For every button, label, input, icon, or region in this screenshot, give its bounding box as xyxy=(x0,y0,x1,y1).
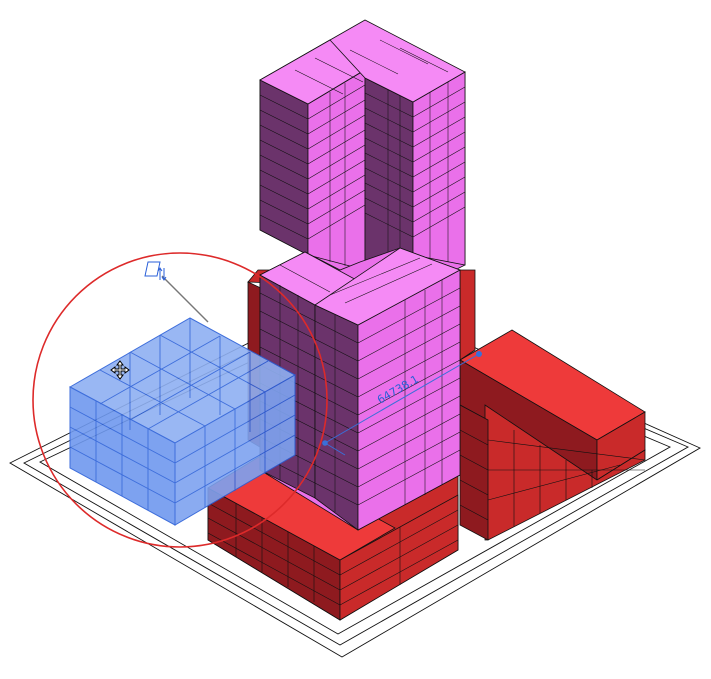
rotate-handle-leader xyxy=(161,275,209,323)
move-cursor-icon xyxy=(110,360,130,380)
selected-mass[interactable] xyxy=(68,317,297,526)
tower-back[interactable] xyxy=(259,19,466,301)
selection-circle xyxy=(32,252,328,548)
podium-block-right[interactable] xyxy=(459,329,646,541)
podium-block-front[interactable] xyxy=(207,454,459,621)
rotate-handle-icon[interactable] xyxy=(144,261,167,281)
